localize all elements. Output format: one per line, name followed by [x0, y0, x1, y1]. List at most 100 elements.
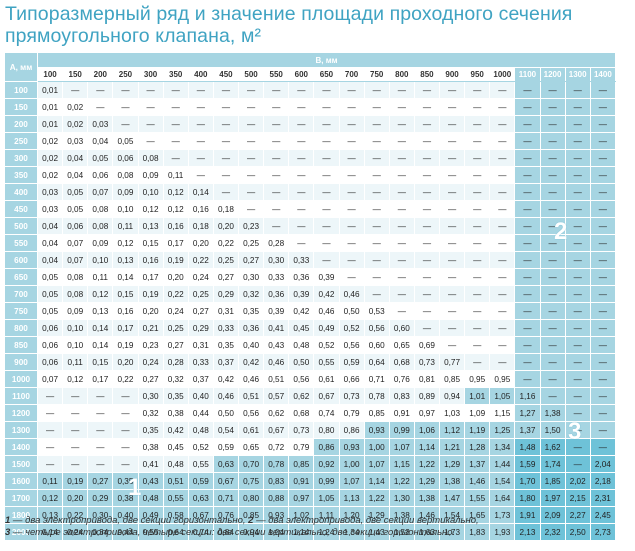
table-cell: — [263, 115, 290, 133]
table-cell: 0,77 [438, 353, 466, 371]
table-cell: 0,38 [137, 438, 164, 456]
table-cell: 0,41 [137, 455, 164, 473]
zone-2-label: 2 [554, 218, 568, 245]
table-cell: — [464, 353, 491, 371]
table-cell: — [489, 81, 516, 99]
table-cell: — [489, 251, 516, 269]
table-cell: 0,49 [137, 506, 164, 524]
table-cell: — [489, 234, 516, 252]
table-cell: 0,67 [313, 387, 340, 405]
table-cell: — [338, 115, 365, 133]
table-cell: — [539, 302, 566, 320]
table-cell: 2,04 [589, 455, 617, 473]
table-cell: 0,10 [87, 251, 114, 269]
table-cell: — [514, 319, 541, 337]
table-cell: — [187, 166, 214, 184]
table-cell: — [388, 302, 415, 320]
table-cell: 0,29 [87, 489, 114, 507]
table-cell: 0,97 [288, 489, 315, 507]
table-cell: — [489, 132, 516, 150]
column-header-850: 850 [413, 67, 441, 82]
table-cell: — [288, 98, 315, 116]
page-title: Типоразмерный ряд и значение площади про… [5, 3, 573, 47]
table-cell: 0,64 [162, 523, 189, 541]
table-cell: — [288, 183, 315, 201]
table-cell: — [112, 98, 139, 116]
table-cell: — [237, 149, 265, 167]
footnote-num-3: 3 [5, 527, 11, 538]
table-cell: 1,12 [438, 421, 466, 439]
table-cell: 0,24 [162, 302, 189, 320]
table-row: 1400— — — —0,38 0,45 0,52 0,59 0,65 0,72 0,79 0,86… [4, 438, 617, 456]
table-cell: 0,85 [438, 370, 466, 388]
table-cell: 0,27 [187, 302, 214, 320]
column-header-900: 900 [438, 67, 466, 82]
table-cell: — [589, 387, 617, 405]
table-cell: 1,70 [514, 472, 541, 490]
table-cell: — [438, 200, 466, 218]
table-cell: 0,41 [263, 319, 290, 337]
table-cell: — [564, 166, 591, 184]
table-cell: — [162, 81, 189, 99]
table-cell: — [338, 183, 365, 201]
table-cell: — [388, 183, 415, 201]
table-cell: — [263, 81, 290, 99]
table-cell: 0,20 [137, 302, 164, 320]
table-row: 1600 0,11 0,19 0,27 0,35 0,43 0,51 0,59 0,67 0,75… [4, 472, 617, 490]
table-cell: 0,46 [313, 302, 340, 320]
table-cell: 0,23 [237, 217, 265, 235]
table-cell: — [363, 115, 390, 133]
table-cell: 0,25 [187, 285, 214, 303]
table-cell: 1,01 [464, 387, 491, 405]
table-cell: — [589, 132, 617, 150]
table-cell: 0,23 [137, 336, 164, 354]
table-cell: — [338, 149, 365, 167]
table-cell: — [388, 200, 415, 218]
table-cell: 0,10 [137, 183, 164, 201]
table-cell: 0,03 [36, 183, 64, 201]
table-cell: 0,34 [87, 523, 114, 541]
table-cell: 0,37 [187, 370, 214, 388]
table-cell: — [464, 166, 491, 184]
table-cell: — [62, 404, 89, 422]
table-cell: — [288, 200, 315, 218]
row-header: 650 [4, 268, 38, 286]
table-cell: 0,33 [212, 319, 240, 337]
table-cell: — [112, 404, 139, 422]
table-cell: — [237, 200, 265, 218]
table-cell: — [388, 132, 415, 150]
table-cell: 0,45 [162, 438, 189, 456]
table-cell: 0,52 [338, 319, 365, 337]
row-header: 150 [4, 98, 38, 116]
table-cell: — [288, 217, 315, 235]
table-cell: — [313, 98, 340, 116]
table-cell: 0,03 [87, 115, 114, 133]
table-cell: 1,44 [489, 455, 516, 473]
table-cell: 0,24 [187, 268, 214, 286]
table-cell: — [464, 285, 491, 303]
table-cell: 0,67 [263, 421, 290, 439]
table-cell: 0,42 [237, 353, 265, 371]
table-cell: 2,31 [589, 489, 617, 507]
table-cell: 0,11 [36, 472, 64, 490]
table-cell: — [288, 166, 315, 184]
row-header: 1000 [4, 370, 38, 388]
table-cell: — [212, 98, 240, 116]
table-cell: 0,07 [62, 234, 89, 252]
table-cell: — [539, 336, 566, 354]
table-cell: — [363, 98, 390, 116]
table-cell: — [413, 200, 441, 218]
table-cell: — [338, 98, 365, 116]
table-cell: 1,24 [313, 523, 340, 541]
table-cell: — [564, 302, 591, 320]
table-cell: 1,64 [489, 489, 516, 507]
table-row: 1000 0,07 0,12 0,17 0,22 0,27 0,32 0,37 0,42 0,46… [4, 370, 617, 388]
table-cell: 0,63 [187, 489, 214, 507]
table-cell: 0,97 [413, 404, 441, 422]
table-cell: — [363, 217, 390, 235]
table-cell: 2,18 [589, 472, 617, 490]
table-cell: 0,46 [263, 353, 290, 371]
row-header: 500 [4, 217, 38, 235]
column-header-550: 550 [263, 67, 290, 82]
table-cell: — [338, 217, 365, 235]
